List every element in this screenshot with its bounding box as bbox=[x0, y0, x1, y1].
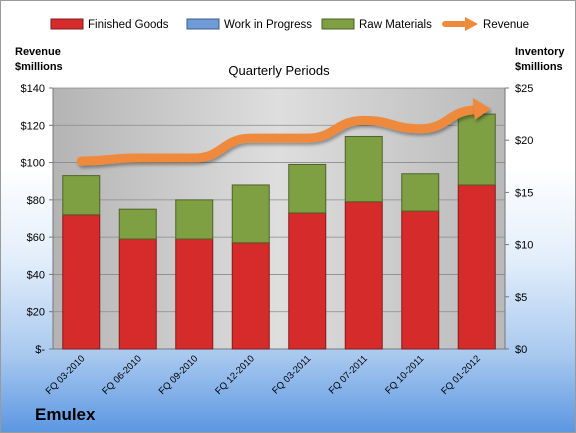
right-axis-tick-label: $20 bbox=[515, 135, 533, 147]
x-axis-category-label: FQ 07-2011 bbox=[327, 353, 370, 396]
legend-label: Work in Progress bbox=[224, 19, 312, 31]
left-axis-tick-label: $20 bbox=[27, 307, 45, 319]
left-axis-title: Revenue bbox=[15, 46, 61, 58]
x-axis-category-label: FQ 03-2010 bbox=[44, 353, 88, 397]
bar-raw-materials bbox=[288, 163, 327, 214]
x-axis-category-label: FQ 10-2011 bbox=[383, 353, 426, 396]
right-axis-tick-label: $15 bbox=[515, 187, 533, 199]
x-axis-category-label: FQ 03-2011 bbox=[270, 353, 313, 396]
legend-swatch-finished-goods bbox=[50, 18, 84, 30]
legend-swatch-work-in-progress bbox=[186, 18, 220, 30]
x-axis-category-label: FQ 06-2010 bbox=[100, 353, 144, 397]
bar-finished-goods bbox=[344, 201, 383, 350]
legend-label: Finished Goods bbox=[88, 19, 169, 31]
right-axis-tick-label: $5 bbox=[515, 292, 527, 304]
right-axis-tick-label: $25 bbox=[515, 83, 533, 95]
left-axis-tick-label: $80 bbox=[27, 195, 45, 207]
bar-raw-materials bbox=[231, 184, 270, 244]
left-axis-tick-label: $120 bbox=[21, 120, 45, 132]
bar-raw-materials bbox=[118, 208, 157, 240]
bar-raw-materials bbox=[175, 199, 214, 240]
revenue-line bbox=[76, 105, 482, 166]
bar-finished-goods bbox=[288, 212, 327, 350]
x-axis-category-label: FQ 12-2010 bbox=[213, 353, 257, 397]
legend-label: Revenue bbox=[483, 19, 529, 31]
right-axis-tick-label: $10 bbox=[515, 240, 533, 252]
chart-title: Quarterly Periods bbox=[228, 63, 330, 78]
bar-finished-goods bbox=[231, 242, 270, 350]
bar-raw-materials bbox=[344, 135, 383, 203]
bar-finished-goods bbox=[457, 184, 496, 350]
left-axis-tick-label: $60 bbox=[27, 232, 45, 244]
right-axis-title: $millions bbox=[515, 61, 563, 73]
legend-swatch-revenue-arrow bbox=[465, 17, 478, 31]
bar-finished-goods bbox=[62, 214, 101, 350]
x-axis-category-label: FQ 09-2010 bbox=[157, 353, 201, 397]
left-axis-tick-label: $100 bbox=[21, 158, 45, 170]
left-axis-title: $millions bbox=[15, 61, 63, 73]
bar-raw-materials bbox=[457, 113, 496, 186]
left-axis-tick-label: $140 bbox=[21, 83, 45, 95]
right-axis-tick-label: $0 bbox=[515, 344, 527, 356]
bar-finished-goods bbox=[401, 210, 440, 350]
right-axis-title: Inventory bbox=[515, 46, 565, 58]
legend-swatch-raw-materials bbox=[321, 18, 355, 30]
bar-raw-materials bbox=[62, 175, 101, 216]
left-axis-tick-label: $40 bbox=[27, 269, 45, 281]
bar-finished-goods bbox=[175, 238, 214, 350]
x-axis-category-label: FQ 01-2012 bbox=[439, 353, 483, 397]
legend-label: Raw Materials bbox=[359, 19, 432, 31]
left-axis-tick-label: $- bbox=[35, 344, 45, 356]
bar-raw-materials bbox=[401, 173, 440, 212]
brand-label: Emulex bbox=[35, 405, 96, 424]
bar-finished-goods bbox=[118, 238, 157, 350]
revenue-line-arrowhead bbox=[472, 97, 491, 120]
